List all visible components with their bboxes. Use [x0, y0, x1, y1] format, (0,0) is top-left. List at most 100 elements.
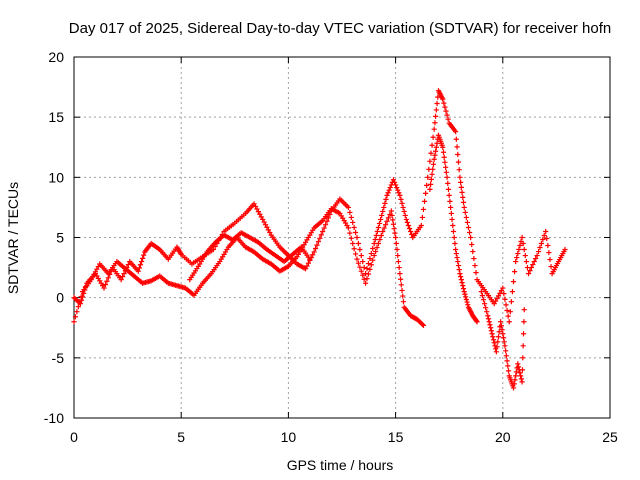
data-point	[461, 289, 467, 295]
data-point	[393, 240, 399, 247]
data-point	[500, 331, 506, 337]
data-point	[419, 321, 425, 327]
data-point	[451, 234, 457, 241]
data-point	[262, 222, 269, 228]
data-point	[509, 289, 516, 295]
data-point	[398, 196, 404, 202]
data-point	[408, 228, 414, 235]
data-point	[494, 295, 500, 302]
data-point	[506, 319, 512, 325]
data-point	[252, 203, 259, 210]
data-point	[546, 249, 552, 256]
data-point	[470, 248, 476, 255]
data-point	[307, 256, 313, 262]
data-point	[521, 319, 527, 325]
data-point	[490, 337, 497, 343]
data-point	[302, 266, 309, 272]
data-point	[515, 250, 521, 257]
data-point	[511, 381, 517, 387]
data-point	[420, 322, 427, 328]
data-point	[519, 367, 526, 373]
data-point	[537, 244, 543, 251]
data-point	[473, 318, 479, 324]
data-point	[483, 305, 489, 311]
data-point	[453, 246, 459, 253]
data-point	[386, 187, 392, 193]
data-point	[351, 224, 357, 231]
data-point	[400, 204, 406, 211]
data-point	[367, 266, 373, 272]
axis-ticks: 0 5 10 15 20 25 -10 -5 0 5 10 15 20	[44, 49, 618, 445]
data-point	[433, 148, 439, 154]
data-point	[383, 196, 389, 202]
data-point	[468, 234, 474, 241]
data-point	[518, 373, 524, 379]
data-point	[135, 268, 141, 274]
data-point	[495, 293, 502, 299]
data-point	[424, 182, 430, 188]
data-point	[368, 250, 374, 257]
data-point	[394, 246, 400, 253]
data-point	[384, 192, 390, 198]
data-point	[456, 266, 462, 273]
data-point	[455, 159, 462, 165]
data-point	[381, 225, 387, 231]
data-point	[516, 246, 522, 253]
data-point	[512, 377, 518, 383]
data-point	[352, 251, 359, 257]
data-point	[75, 304, 81, 310]
data-point	[371, 252, 377, 259]
data-point	[474, 319, 480, 325]
data-point	[138, 258, 145, 265]
data-point	[395, 252, 401, 259]
data-point	[393, 182, 399, 188]
data-point	[89, 274, 96, 280]
data-point	[95, 263, 101, 270]
x-tick-label: 20	[495, 429, 511, 445]
data-point	[460, 199, 467, 206]
data-point	[430, 161, 437, 167]
data-point	[267, 229, 273, 236]
y-tick-label: -10	[44, 410, 64, 426]
data-point	[387, 184, 393, 191]
data-point	[494, 344, 500, 350]
data-point	[391, 179, 398, 185]
data-point	[528, 264, 534, 271]
data-point	[265, 227, 271, 233]
data-point	[345, 225, 352, 231]
data-point	[443, 108, 449, 114]
data-point	[495, 334, 502, 340]
data-point	[403, 216, 409, 223]
data-point	[447, 198, 453, 204]
data-point	[520, 355, 526, 361]
data-point	[513, 258, 519, 265]
data-point	[101, 285, 107, 291]
data-point	[495, 339, 501, 345]
data-point	[320, 228, 326, 235]
data-point	[322, 222, 329, 228]
data-point	[405, 222, 412, 229]
data-point	[104, 278, 110, 284]
data-point	[462, 209, 468, 216]
data-point	[396, 190, 402, 196]
data-point	[435, 94, 441, 100]
data-point	[429, 142, 435, 148]
data-point	[304, 263, 310, 269]
data-point	[463, 296, 469, 303]
data-point	[357, 264, 363, 270]
data-point	[421, 198, 428, 204]
data-point	[88, 277, 94, 283]
data-point	[429, 171, 435, 177]
data-point	[440, 149, 447, 155]
data-point	[375, 224, 382, 231]
data-point	[454, 254, 460, 261]
data-point	[396, 264, 402, 271]
data-point	[461, 204, 467, 211]
data-point	[354, 256, 360, 262]
data-point	[500, 285, 506, 291]
data-point	[318, 232, 324, 238]
data-point	[418, 222, 424, 229]
data-point	[258, 214, 264, 220]
data-point	[440, 96, 446, 102]
data-point	[433, 113, 439, 119]
